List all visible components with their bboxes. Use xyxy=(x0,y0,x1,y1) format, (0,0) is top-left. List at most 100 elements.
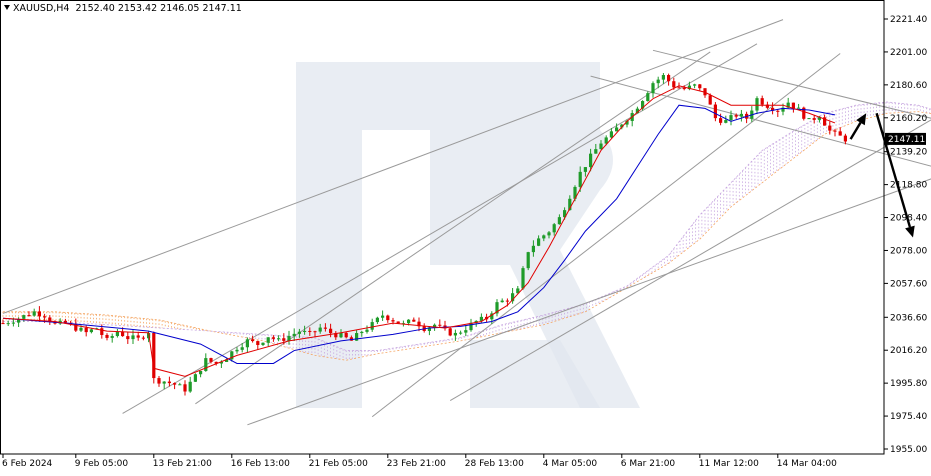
trendline[interactable] xyxy=(2,19,784,314)
candle-body xyxy=(594,149,598,154)
candle-body xyxy=(620,124,624,128)
candle-body xyxy=(505,300,509,302)
candle xyxy=(110,333,114,343)
candle-body xyxy=(282,338,286,341)
ohlc-close: 2147.11 xyxy=(202,3,242,14)
price-tick-label: 1975.40 xyxy=(890,412,927,422)
watermark-shape-2 xyxy=(470,340,600,408)
candle-body xyxy=(48,317,52,322)
candle-body xyxy=(791,102,795,109)
candle-body xyxy=(136,335,140,338)
candle xyxy=(297,328,301,338)
trendline[interactable] xyxy=(371,53,841,418)
candle-body xyxy=(370,322,374,330)
trendline[interactable] xyxy=(122,43,758,414)
candle xyxy=(531,240,535,257)
price-tick-label: 2201.00 xyxy=(890,48,927,58)
candle xyxy=(495,299,499,317)
candle-body xyxy=(323,327,327,329)
candle xyxy=(178,382,182,386)
candle-body xyxy=(843,135,847,142)
forecast-arrows[interactable] xyxy=(849,112,915,238)
candle-body xyxy=(459,332,463,334)
candle xyxy=(542,234,546,242)
candle-body xyxy=(308,330,312,332)
collapse-triangle-icon[interactable] xyxy=(4,5,10,10)
candle-body xyxy=(448,328,452,336)
candle-body xyxy=(240,347,244,350)
candle-body xyxy=(183,384,187,392)
candle xyxy=(443,320,447,331)
candle-body xyxy=(729,115,733,121)
candle-body xyxy=(43,316,47,318)
candle xyxy=(199,370,203,378)
candle xyxy=(141,335,145,341)
candle-body xyxy=(687,85,691,90)
candle xyxy=(552,222,556,236)
candle xyxy=(22,314,26,322)
candle-body xyxy=(479,316,483,321)
candle xyxy=(32,308,36,317)
candle-body xyxy=(391,320,395,322)
candle xyxy=(1,319,5,325)
trendlines[interactable] xyxy=(2,19,931,426)
symbol-header: XAUUSD,H4 2152.40 2153.42 2146.05 2147.1… xyxy=(4,3,242,14)
candle-body xyxy=(407,319,411,324)
trendline[interactable] xyxy=(590,75,931,178)
arrow-shaft xyxy=(849,122,862,140)
candle-body xyxy=(193,374,197,382)
candle xyxy=(500,298,504,303)
candle-body xyxy=(521,268,525,289)
candle xyxy=(292,328,296,342)
candle xyxy=(287,330,291,345)
candle-body xyxy=(297,331,301,334)
candle xyxy=(225,358,229,362)
trendline[interactable] xyxy=(449,45,931,402)
watermark-shape-1 xyxy=(430,130,640,408)
candle-body xyxy=(469,322,473,331)
price-tick-label: 2139.20 xyxy=(890,148,927,158)
candle xyxy=(599,140,603,150)
arrow-head xyxy=(856,113,867,126)
time-tick-label: 13 Feb 21:00 xyxy=(153,459,212,469)
trendline[interactable] xyxy=(652,49,931,145)
symbol-label: XAUUSD,H4 xyxy=(13,3,70,14)
forecast-arrow[interactable] xyxy=(875,112,915,238)
current-price-box xyxy=(885,132,926,145)
candle-body xyxy=(349,337,353,341)
candle xyxy=(745,111,749,124)
candle-body xyxy=(152,333,156,379)
candle xyxy=(703,88,707,98)
candle-body xyxy=(318,327,322,332)
candle xyxy=(313,330,317,338)
candle xyxy=(838,127,842,136)
candle xyxy=(230,350,234,362)
candle-body xyxy=(339,332,343,338)
candle xyxy=(438,319,442,328)
candle-body xyxy=(386,315,390,321)
candle xyxy=(152,331,156,384)
candle-body xyxy=(823,117,827,126)
candle-body xyxy=(760,98,764,105)
candle xyxy=(797,103,801,109)
candle-body xyxy=(204,358,208,371)
candle xyxy=(682,85,686,91)
candle-body xyxy=(334,333,338,338)
trendline[interactable] xyxy=(247,118,931,426)
candle-body xyxy=(464,330,468,333)
tenkan-sen-line xyxy=(2,85,836,377)
candle xyxy=(739,109,743,122)
trendline[interactable] xyxy=(195,51,711,405)
candle-body xyxy=(292,333,296,337)
candle-body xyxy=(219,361,223,364)
candle-body xyxy=(355,333,359,341)
candle xyxy=(667,73,671,86)
candle-body xyxy=(303,330,307,332)
forecast-arrow[interactable] xyxy=(849,113,867,140)
price-tick-label: 2036.60 xyxy=(890,313,927,323)
ohlc-low: 2146.05 xyxy=(160,3,200,14)
candle-body xyxy=(641,101,645,109)
candle-body xyxy=(178,384,182,386)
